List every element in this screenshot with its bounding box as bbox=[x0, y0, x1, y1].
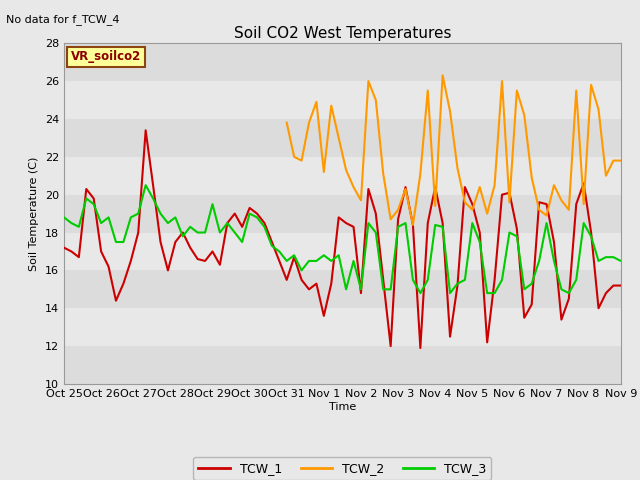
Bar bbox=[64, 270, 621, 308]
Bar bbox=[64, 81, 621, 119]
Bar bbox=[64, 232, 621, 270]
Legend: TCW_1, TCW_2, TCW_3: TCW_1, TCW_2, TCW_3 bbox=[193, 457, 492, 480]
Text: VR_soilco2: VR_soilco2 bbox=[71, 50, 141, 63]
Bar bbox=[64, 308, 621, 346]
Bar bbox=[64, 195, 621, 232]
Text: No data for f_TCW_4: No data for f_TCW_4 bbox=[6, 14, 120, 25]
Title: Soil CO2 West Temperatures: Soil CO2 West Temperatures bbox=[234, 25, 451, 41]
Bar bbox=[64, 346, 621, 384]
X-axis label: Time: Time bbox=[329, 402, 356, 412]
Y-axis label: Soil Temperature (C): Soil Temperature (C) bbox=[29, 156, 39, 271]
Bar bbox=[64, 119, 621, 157]
Bar bbox=[64, 157, 621, 195]
Bar bbox=[64, 43, 621, 81]
